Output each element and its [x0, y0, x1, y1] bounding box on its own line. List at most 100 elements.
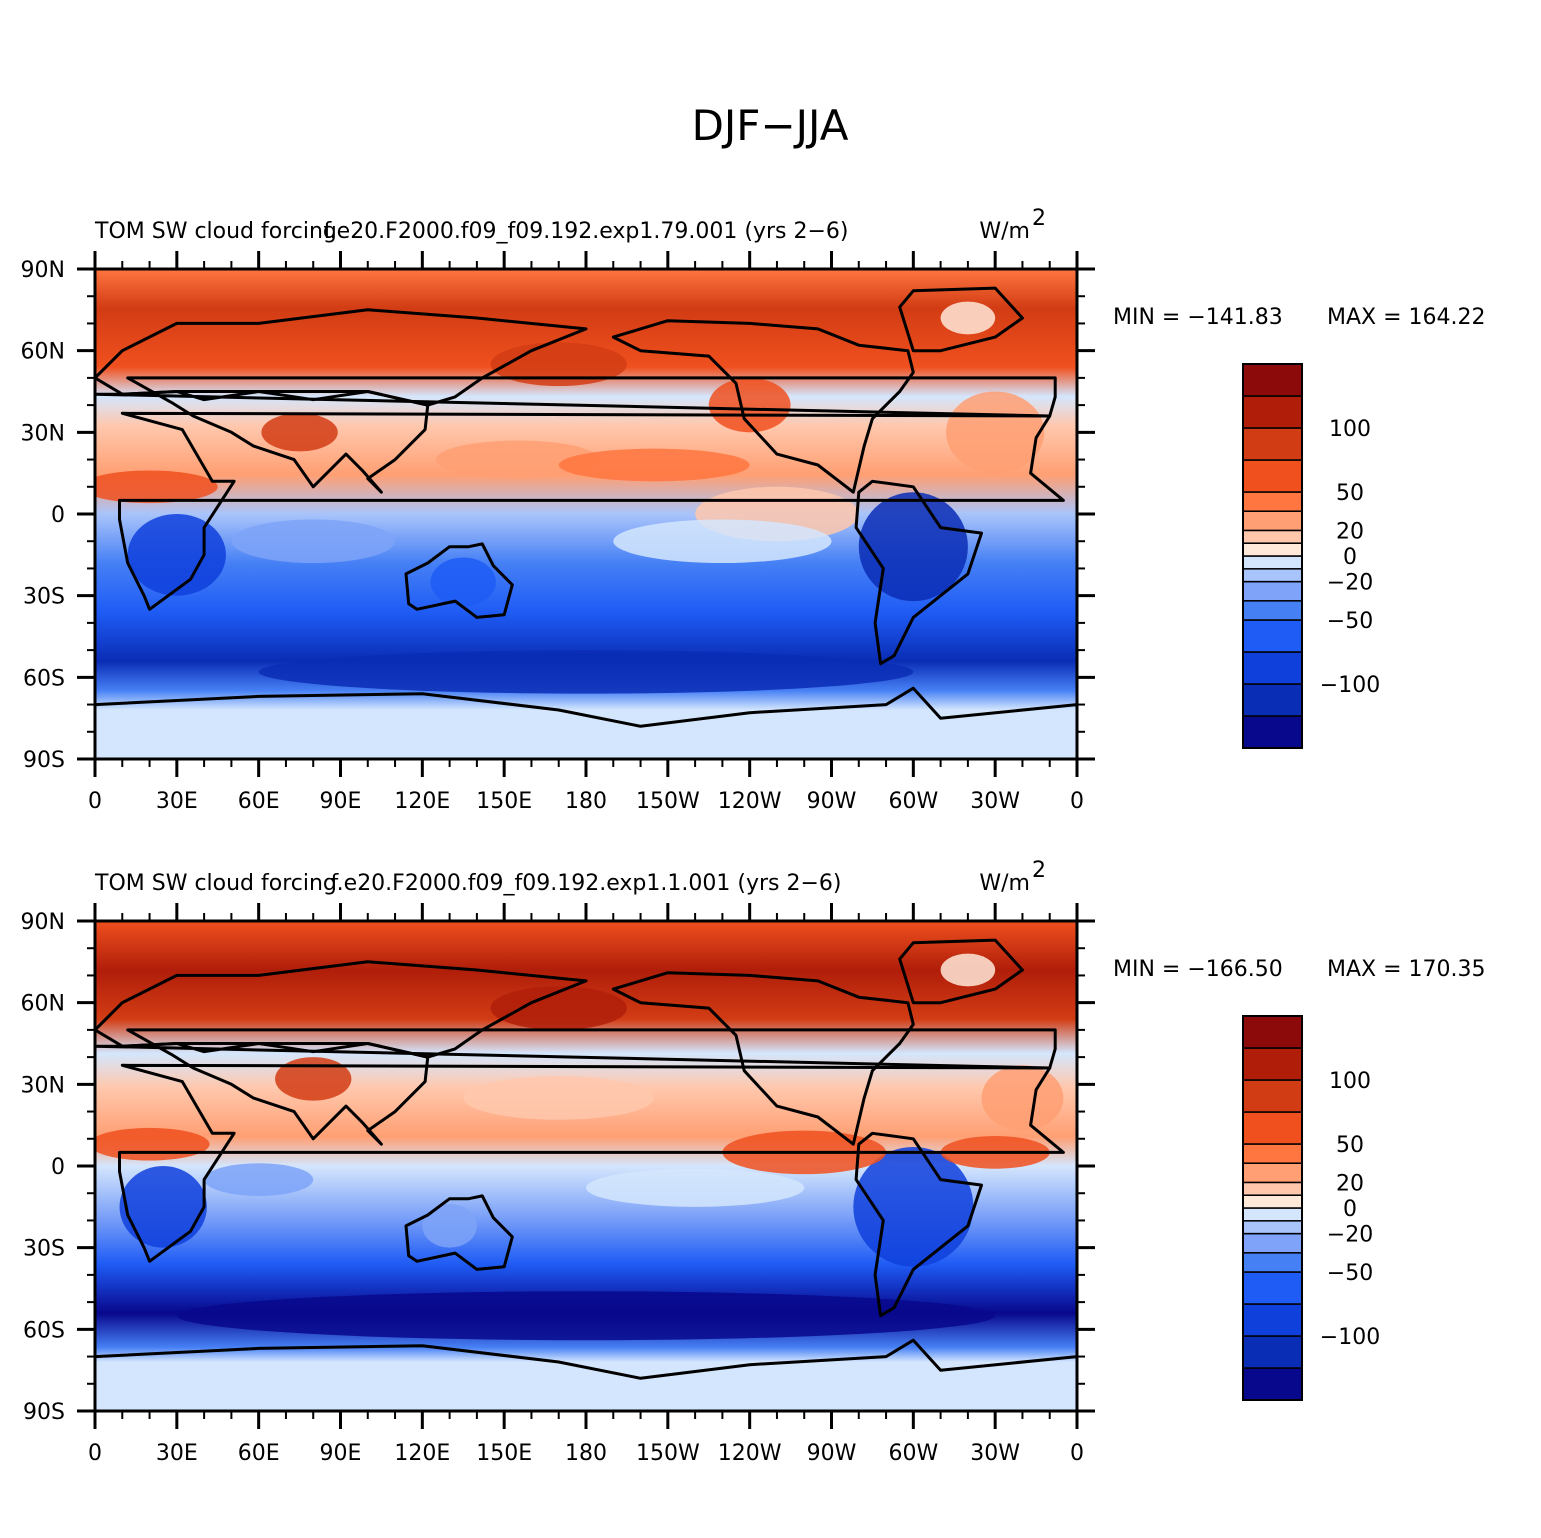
- x-tick-label: 30W: [970, 789, 1020, 814]
- figure-title: DJF−JJA: [692, 101, 849, 150]
- colorbar-box: [1242, 555, 1303, 570]
- y-tick-label: 0: [51, 503, 65, 528]
- y-tick-label: 60S: [23, 1318, 65, 1343]
- field-blob: [586, 1168, 805, 1207]
- panel-1-colorbar: 100 50 200−20 −50 −100: [1242, 363, 1380, 749]
- field-blob: [613, 519, 832, 563]
- colorbar-box: [1242, 683, 1303, 717]
- y-tick-label: 60S: [23, 666, 65, 691]
- x-tick-label: 120W: [718, 1441, 782, 1466]
- colorbar-label: −50: [1327, 609, 1373, 634]
- x-tick-label: 0: [1070, 789, 1084, 814]
- panel-1-left-title: TOM SW cloud forcing: [94, 219, 337, 244]
- colorbar-box: [1242, 651, 1303, 685]
- colorbar-box: [1242, 1303, 1303, 1337]
- panel-1: TOM SW cloud forcing f.e20.F2000.f09_f09…: [21, 206, 1486, 814]
- colorbar-label: −100: [1320, 1325, 1380, 1350]
- x-tick-label: 150E: [476, 1441, 532, 1466]
- x-tick-label: 120E: [394, 1441, 450, 1466]
- colorbar-box: [1242, 619, 1303, 653]
- coastlines: [95, 938, 1077, 1411]
- colorbar-box: [1242, 459, 1303, 493]
- coastline: [95, 308, 588, 407]
- field-blob: [95, 470, 218, 504]
- field-blob: [463, 1076, 655, 1120]
- colorbar-label: −50: [1327, 1261, 1373, 1286]
- panel-2-min-label: MIN = −166.50: [1113, 957, 1283, 982]
- colorbar-box: [1242, 1367, 1303, 1401]
- colorbar-box: [1242, 529, 1303, 544]
- colorbar-box: [1242, 363, 1303, 397]
- coastline: [118, 1063, 1065, 1263]
- panel-2-left-title: TOM SW cloud forcing: [94, 871, 337, 896]
- y-tick-label: 30S: [23, 585, 65, 610]
- field-blob: [119, 1166, 207, 1248]
- colorbar-box: [1242, 1143, 1303, 1164]
- x-tick-label: 120E: [394, 789, 450, 814]
- x-tick-label: 30E: [156, 1441, 198, 1466]
- field-blob: [231, 519, 396, 563]
- field-blob: [258, 650, 914, 694]
- panel-2-units: W/m: [979, 871, 1030, 896]
- colorbar-label: 20: [1336, 1171, 1364, 1196]
- x-tick-label: 90W: [807, 789, 857, 814]
- panel-1-center-title: f.e20.F2000.f09_f09.192.exp1.79.001 (yrs…: [324, 219, 849, 244]
- field-blob: [940, 953, 996, 987]
- colorbar-box: [1242, 491, 1303, 512]
- y-tick-label: 90S: [23, 1400, 65, 1425]
- colorbar-box: [1242, 1047, 1303, 1081]
- y-tick-label: 60N: [21, 340, 65, 365]
- field-blob: [946, 391, 1045, 474]
- x-tick-label: 90E: [320, 1441, 362, 1466]
- field-blob: [490, 986, 627, 1030]
- colorbar-box: [1242, 715, 1303, 749]
- y-tick-label: 0: [51, 1155, 65, 1180]
- x-tick-label: 0: [88, 789, 102, 814]
- colorbar-label: 50: [1336, 481, 1364, 506]
- y-tick-label: 90N: [21, 258, 65, 283]
- coastline: [95, 960, 588, 1059]
- field-blobs: [95, 953, 1064, 1341]
- field-blob: [422, 1204, 477, 1248]
- y-tick-label: 60N: [21, 992, 65, 1017]
- coastline: [404, 542, 514, 619]
- x-tick-label: 60E: [238, 1441, 280, 1466]
- x-tick-label: 60W: [888, 1441, 938, 1466]
- x-tick-label: 150W: [636, 789, 700, 814]
- x-tick-label: 0: [1070, 1441, 1084, 1466]
- colorbar-box: [1242, 427, 1303, 461]
- colorbar-label: −20: [1327, 571, 1373, 596]
- field-blob: [430, 557, 496, 607]
- panel-2-colorbar: 100 50 200−20 −50 −100: [1242, 1015, 1380, 1401]
- colorbar-label: 0: [1343, 1197, 1357, 1222]
- coastline: [404, 1194, 514, 1271]
- x-tick-label: 60W: [888, 789, 938, 814]
- colorbar-box: [1242, 1335, 1303, 1369]
- colorbar-box: [1242, 1232, 1303, 1254]
- colorbar-box: [1242, 580, 1303, 602]
- colorbar-label: 100: [1329, 1069, 1371, 1094]
- coastline: [854, 479, 983, 666]
- coastline: [611, 319, 915, 494]
- colorbar-box: [1242, 510, 1303, 532]
- colorbar-box: [1242, 1207, 1303, 1222]
- field-blob: [435, 440, 600, 479]
- field-blob: [858, 492, 968, 602]
- field-blob: [204, 1163, 314, 1196]
- coastline: [898, 286, 1024, 353]
- x-tick-label: 150E: [476, 789, 532, 814]
- y-tick-label: 90N: [21, 910, 65, 935]
- coastline: [898, 938, 1024, 1005]
- x-tick-label: 150W: [636, 1441, 700, 1466]
- field-blob: [127, 514, 226, 596]
- colorbar-frame: [1242, 363, 1303, 749]
- panel-1-units-exponent: 2: [1032, 206, 1046, 231]
- colorbar-frame: [1242, 1015, 1303, 1401]
- colorbar-label: −100: [1320, 673, 1380, 698]
- panel-2-center-title: f.e20.F2000.f09_f09.192.exp1.1.001 (yrs …: [331, 871, 842, 896]
- colorbar-box: [1242, 1015, 1303, 1049]
- colorbar-box: [1242, 568, 1303, 583]
- panel-2-max-label: MAX = 170.35: [1327, 957, 1486, 982]
- field-blob: [708, 377, 791, 433]
